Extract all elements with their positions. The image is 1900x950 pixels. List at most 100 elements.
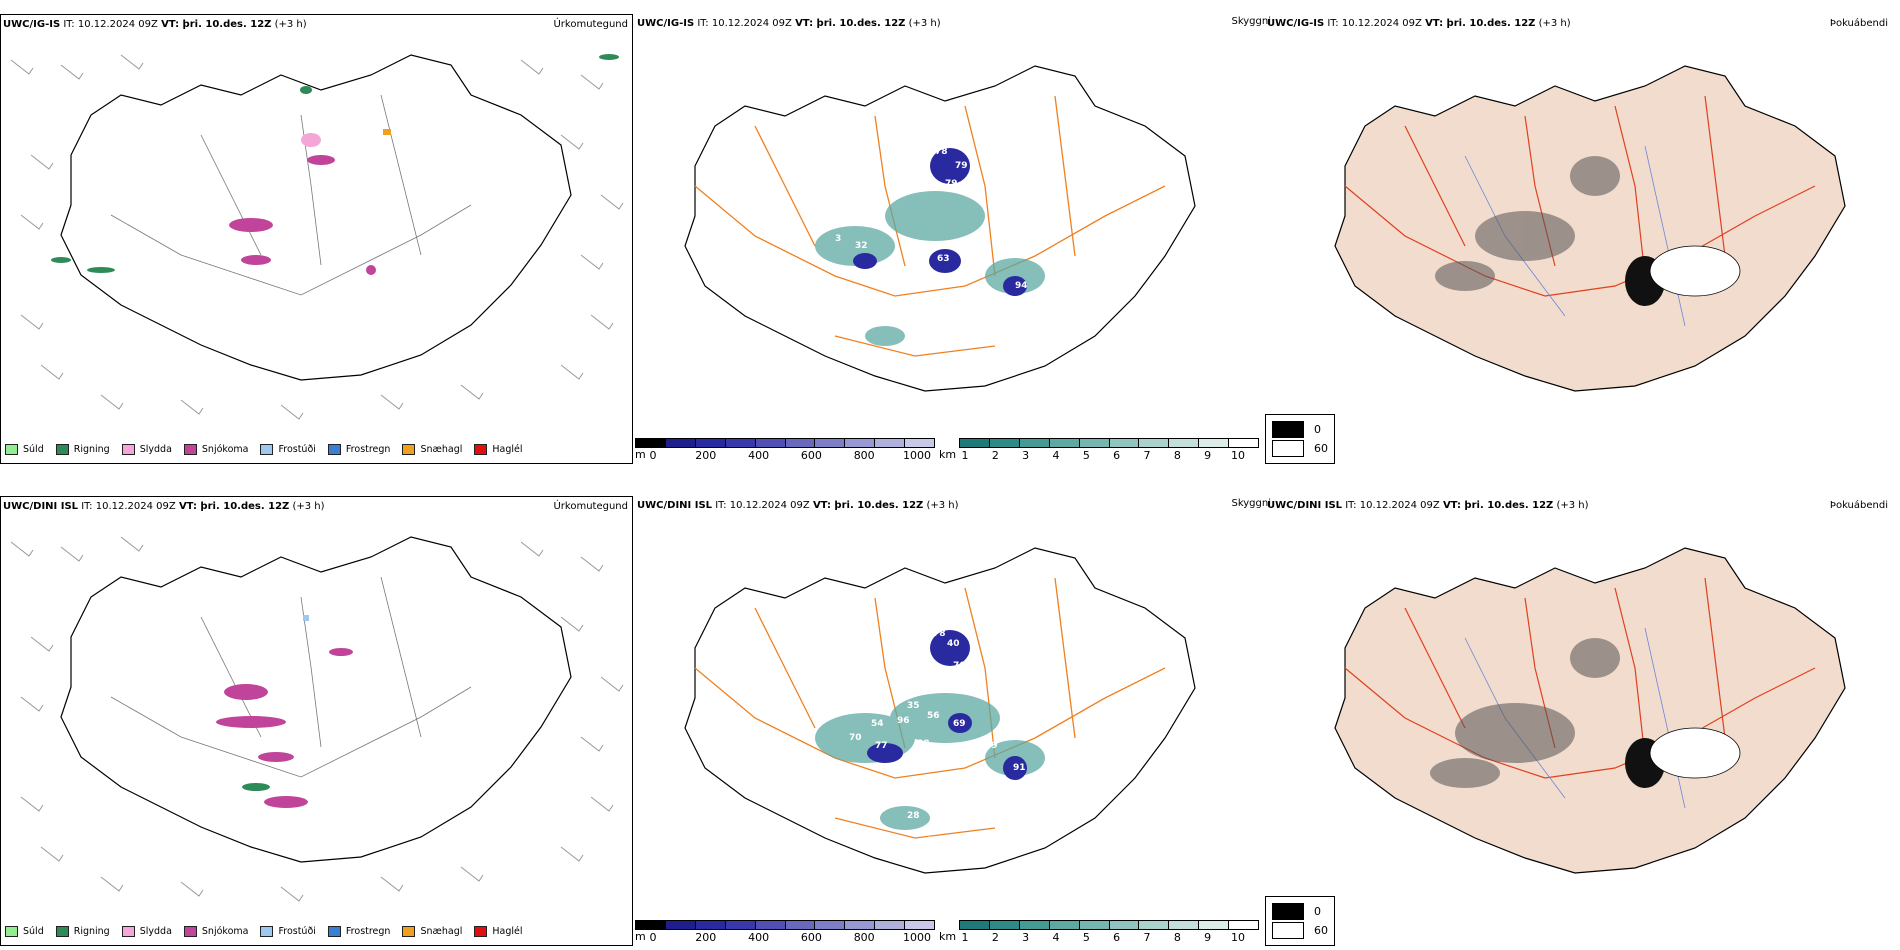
freezing-drizzle-areas	[303, 615, 309, 621]
road-network	[110, 94, 472, 296]
legend-item: Snjókoma	[183, 444, 248, 455]
visibility-panel-top: UWC/IG-IS IT: 10.12.2024 09Z VT: þri. 10…	[635, 14, 1271, 464]
legend-swatch	[402, 926, 416, 937]
visibility-value-label: 96	[897, 716, 910, 726]
panel-header: UWC/DINI ISL IT: 10.12.2024 09Z VT: þri.…	[637, 500, 959, 511]
legend-label: Frostúði	[278, 444, 316, 455]
iceland-outline	[1334, 547, 1846, 874]
colorbar-segment	[725, 921, 756, 929]
visibility-value-label: 78	[933, 629, 946, 639]
iceland-outline	[60, 54, 572, 381]
fog-legend-swatch	[1272, 440, 1304, 457]
precip-legend: Súld Rigning Slydda Snjókoma Frostúði Frostre…	[5, 444, 535, 455]
legend-swatch	[183, 444, 197, 455]
legend-label: Snæhagl	[420, 926, 463, 937]
fog-legend-label: 0	[1314, 905, 1321, 918]
visibility-value-label: 54	[871, 719, 884, 729]
legend-label: Snæhagl	[420, 444, 463, 455]
snow-areas	[229, 155, 376, 275]
colorbar-segment	[960, 921, 990, 929]
visibility-value-label: 70	[849, 733, 862, 743]
colorbar-tick: 0	[649, 449, 657, 462]
colorbar-tick: 7	[1143, 931, 1151, 944]
fog-legend-label: 60	[1314, 442, 1328, 455]
colorbar-segment	[1019, 921, 1050, 929]
colorbar-segment	[755, 439, 786, 447]
colorbar-tick: 1000	[903, 449, 931, 462]
colorbar-tick: 1000	[903, 931, 931, 944]
legend-item: Frostúði	[260, 444, 316, 455]
visibility-value-label: 35	[907, 701, 920, 711]
visibility-value-label: 94	[1015, 281, 1028, 291]
wind-barbs	[10, 536, 624, 902]
visibility-value-label: 88	[917, 739, 930, 749]
legend-swatch	[183, 926, 197, 937]
visibility-value-label: 63	[937, 254, 950, 264]
legend-item: Frostúði	[260, 926, 316, 937]
panel-title: Skyggni	[1231, 16, 1271, 27]
legend-item: Haglél	[474, 926, 523, 937]
colorbar-segment	[1169, 439, 1200, 447]
panel-title: Þokuábendi	[1829, 18, 1888, 29]
colorbar-tick: 800	[853, 931, 875, 944]
fog-legend-row: 60	[1272, 440, 1328, 457]
legend-item: Snjókoma	[183, 926, 248, 937]
colorbar-segment	[1019, 439, 1050, 447]
legend-swatch	[121, 444, 135, 455]
visibility-value-label: 79	[945, 179, 958, 189]
legend-item: Slydda	[121, 926, 172, 937]
colorbar-segment	[815, 439, 846, 447]
road-network	[694, 577, 1166, 839]
legend-item: Snæhagl	[402, 926, 462, 937]
visibility-value-label: 28	[907, 811, 920, 821]
legend-swatch	[121, 926, 135, 937]
colorbar-tick: 4	[1052, 449, 1060, 462]
iceland-outline	[1334, 65, 1846, 392]
legend-label: Frostregn	[345, 926, 391, 937]
colorbar-tick: 1	[961, 931, 969, 944]
colorbar-segment	[1169, 921, 1200, 929]
ice-pellet-areas	[383, 129, 391, 135]
colorbar-segment	[815, 921, 846, 929]
visibility-colorbar: 1 2 3 4 5 6 7 8 9 10 km	[939, 438, 1259, 463]
low-visibility-navy	[867, 630, 1027, 780]
legend-swatch	[260, 926, 274, 937]
legend-label: Frostregn	[345, 444, 391, 455]
colorbar-segment	[989, 439, 1020, 447]
precip-type-panel-top: UWC/IG-IS IT: 10.12.2024 09Z VT: þri. 10…	[0, 14, 633, 464]
visibility-value-label: 32	[855, 241, 868, 251]
legend-swatch	[327, 926, 341, 937]
fog-legend-swatch	[1272, 922, 1304, 939]
colorbar-tick: 0	[649, 931, 657, 944]
legend-label: Haglél	[492, 444, 523, 455]
colorbar-segment	[665, 439, 696, 447]
panel-title: Úrkomutegund	[553, 501, 628, 512]
legend-label: Frostúði	[278, 926, 316, 937]
colorbar-segment	[1229, 439, 1259, 447]
colorbar-tick: 4	[1052, 931, 1060, 944]
colorbar-segment	[755, 921, 786, 929]
legend-swatch	[402, 444, 416, 455]
colorbar-segment	[785, 921, 816, 929]
legend-label: Súld	[23, 444, 44, 455]
colorbar-segment	[1109, 921, 1140, 929]
visibility-value-label: 77	[875, 741, 888, 751]
snow-areas	[216, 648, 353, 808]
visibility-map-top: 78 79 79 249 3 32 63 3 94 120 27 24 77	[684, 65, 1196, 392]
colorbar-segment	[695, 921, 726, 929]
visibility-panel-bottom: UWC/DINI ISL IT: 10.12.2024 09Z VT: þri.…	[635, 496, 1271, 946]
fog-legend-label: 0	[1314, 423, 1321, 436]
legend-swatch	[474, 926, 488, 937]
colorbar-tick: 800	[853, 449, 875, 462]
glacier-clear	[1649, 727, 1741, 779]
legend-label: Rigning	[73, 444, 110, 455]
colorbar-tick: 2	[991, 449, 999, 462]
legend-swatch	[5, 444, 18, 455]
legend-swatch	[327, 444, 341, 455]
legend-swatch	[260, 444, 274, 455]
colorbar-segment	[989, 921, 1020, 929]
colorbar-segment	[636, 921, 666, 929]
legend-swatch	[55, 926, 69, 937]
visibility-value-label: 69	[953, 719, 966, 729]
